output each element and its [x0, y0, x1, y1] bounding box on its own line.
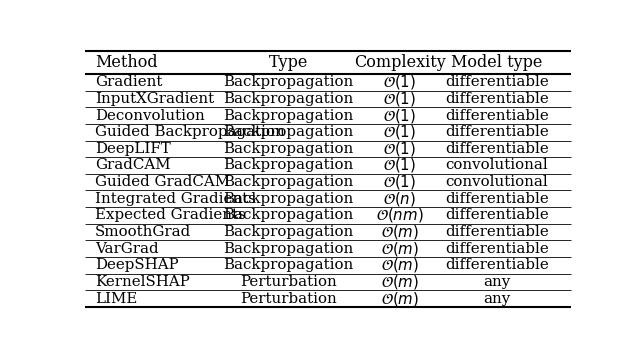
Text: $\mathcal{O}(1)$: $\mathcal{O}(1)$: [383, 156, 417, 175]
Text: InputXGradient: InputXGradient: [95, 92, 214, 106]
Text: Backpropagation: Backpropagation: [223, 258, 353, 272]
Text: $\mathcal{O}(1)$: $\mathcal{O}(1)$: [383, 107, 417, 125]
Text: any: any: [483, 275, 510, 289]
Text: Backpropagation: Backpropagation: [223, 125, 353, 139]
Text: $\mathcal{O}(1)$: $\mathcal{O}(1)$: [383, 123, 417, 141]
Text: differentiable: differentiable: [445, 242, 548, 256]
Text: Backpropagation: Backpropagation: [223, 192, 353, 206]
Text: differentiable: differentiable: [445, 92, 548, 106]
Text: Backpropagation: Backpropagation: [223, 75, 353, 89]
Text: Perturbation: Perturbation: [240, 275, 337, 289]
Text: Perturbation: Perturbation: [240, 292, 337, 306]
Text: $\mathcal{O}(1)$: $\mathcal{O}(1)$: [383, 90, 417, 108]
Text: Model type: Model type: [451, 54, 542, 71]
Text: differentiable: differentiable: [445, 209, 548, 222]
Text: Expected Gradients: Expected Gradients: [95, 209, 246, 222]
Text: Guided Backpropagation: Guided Backpropagation: [95, 125, 285, 139]
Text: differentiable: differentiable: [445, 192, 548, 206]
Text: DeepSHAP: DeepSHAP: [95, 258, 179, 272]
Text: $\mathcal{O}(m)$: $\mathcal{O}(m)$: [381, 256, 419, 274]
Text: differentiable: differentiable: [445, 142, 548, 156]
Text: Backpropagation: Backpropagation: [223, 159, 353, 172]
Text: convolutional: convolutional: [445, 175, 548, 189]
Text: Backpropagation: Backpropagation: [223, 175, 353, 189]
Text: differentiable: differentiable: [445, 109, 548, 122]
Text: KernelSHAP: KernelSHAP: [95, 275, 189, 289]
Text: $\mathcal{O}(n)$: $\mathcal{O}(n)$: [383, 190, 417, 208]
Text: differentiable: differentiable: [445, 225, 548, 239]
Text: Type: Type: [269, 54, 308, 71]
Text: Guided GradCAM: Guided GradCAM: [95, 175, 230, 189]
Text: Gradient: Gradient: [95, 75, 163, 89]
Text: GradCAM: GradCAM: [95, 159, 170, 172]
Text: differentiable: differentiable: [445, 125, 548, 139]
Text: $\mathcal{O}(nm)$: $\mathcal{O}(nm)$: [376, 206, 424, 224]
Text: differentiable: differentiable: [445, 75, 548, 89]
Text: $\mathcal{O}(m)$: $\mathcal{O}(m)$: [381, 223, 419, 241]
Text: Backpropagation: Backpropagation: [223, 209, 353, 222]
Text: $\mathcal{O}(1)$: $\mathcal{O}(1)$: [383, 73, 417, 91]
Text: Backpropagation: Backpropagation: [223, 92, 353, 106]
Text: Method: Method: [95, 54, 157, 71]
Text: $\mathcal{O}(m)$: $\mathcal{O}(m)$: [381, 240, 419, 258]
Text: Integrated Gradients: Integrated Gradients: [95, 192, 256, 206]
Text: any: any: [483, 292, 510, 306]
Text: Backpropagation: Backpropagation: [223, 242, 353, 256]
Text: Backpropagation: Backpropagation: [223, 109, 353, 122]
Text: Backpropagation: Backpropagation: [223, 225, 353, 239]
Text: $\mathcal{O}(1)$: $\mathcal{O}(1)$: [383, 140, 417, 158]
Text: $\mathcal{O}(m)$: $\mathcal{O}(m)$: [381, 290, 419, 308]
Text: Deconvolution: Deconvolution: [95, 109, 205, 122]
Text: DeepLIFT: DeepLIFT: [95, 142, 171, 156]
Text: differentiable: differentiable: [445, 258, 548, 272]
Text: VarGrad: VarGrad: [95, 242, 159, 256]
Text: LIME: LIME: [95, 292, 137, 306]
Text: Backpropagation: Backpropagation: [223, 142, 353, 156]
Text: convolutional: convolutional: [445, 159, 548, 172]
Text: $\mathcal{O}(1)$: $\mathcal{O}(1)$: [383, 173, 417, 191]
Text: SmoothGrad: SmoothGrad: [95, 225, 191, 239]
Text: $\mathcal{O}(m)$: $\mathcal{O}(m)$: [381, 273, 419, 291]
Text: Complexity: Complexity: [354, 54, 446, 71]
